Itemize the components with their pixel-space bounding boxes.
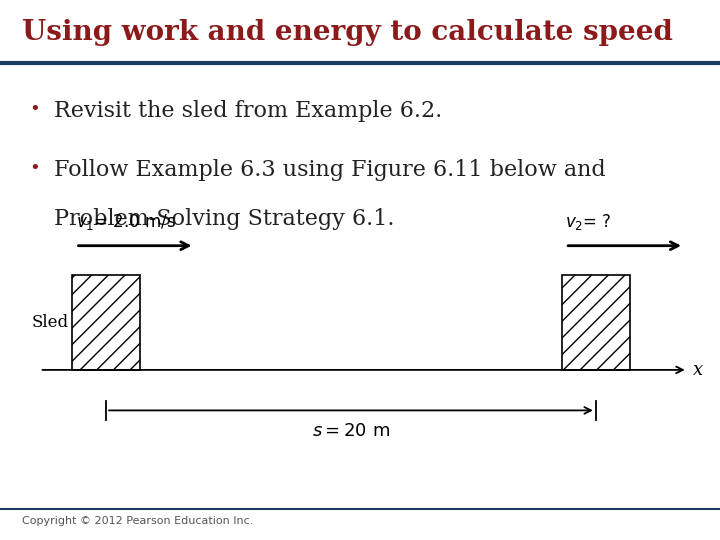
Text: x: x (693, 361, 703, 379)
Text: Using work and energy to calculate speed: Using work and energy to calculate speed (22, 19, 672, 46)
Text: Sled: Sled (31, 314, 68, 331)
Text: $v_2$= ?: $v_2$= ? (565, 212, 612, 232)
Bar (562, 275, 630, 370)
Text: •: • (29, 100, 40, 118)
Bar (72, 275, 140, 370)
Text: $s = 20\ \mathrm{m}$: $s = 20\ \mathrm{m}$ (312, 422, 390, 440)
Text: $v_1$= 2.0 m/s: $v_1$= 2.0 m/s (76, 212, 176, 232)
Text: Problem-Solving Strategy 6.1.: Problem-Solving Strategy 6.1. (54, 208, 395, 230)
Text: Copyright © 2012 Pearson Education Inc.: Copyright © 2012 Pearson Education Inc. (22, 516, 253, 526)
Text: Follow Example 6.3 using Figure 6.11 below and: Follow Example 6.3 using Figure 6.11 bel… (54, 159, 606, 181)
Text: Revisit the sled from Example 6.2.: Revisit the sled from Example 6.2. (54, 100, 442, 122)
Text: •: • (29, 159, 40, 177)
